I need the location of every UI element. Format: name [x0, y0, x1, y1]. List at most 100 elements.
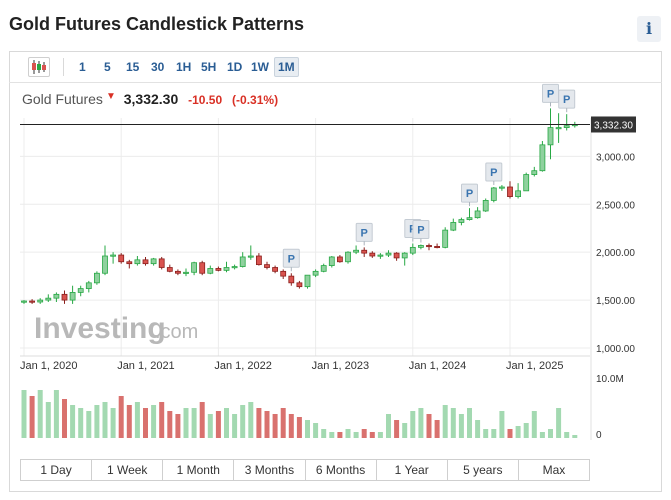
price-change: -10.50: [188, 93, 223, 107]
candle: [118, 253, 125, 264]
candle-body: [409, 246, 416, 254]
volume-bar: [102, 402, 108, 438]
range-1-week[interactable]: 1 Week: [92, 460, 164, 480]
candle: [434, 243, 441, 249]
volume-bar: [321, 429, 327, 438]
y-tick-label: 2,500.00: [596, 200, 635, 211]
grid-lines: [20, 118, 592, 440]
candle-body: [21, 300, 27, 303]
volume-bars: 10.0M 0: [21, 374, 624, 441]
last-price-badge-label: 3,332.30: [594, 120, 633, 131]
candle: [466, 208, 473, 221]
interval-30[interactable]: 30: [151, 60, 165, 74]
candle: [523, 172, 530, 192]
candle-body: [458, 219, 465, 223]
volume-bar: [224, 408, 229, 438]
candle-body: [94, 272, 100, 284]
volume-bar: [418, 408, 424, 438]
candle: [296, 280, 303, 289]
candle-body: [507, 186, 513, 197]
candle: [563, 114, 570, 131]
candle-body: [523, 174, 530, 192]
candle-body: [393, 252, 400, 259]
volume-bar: [280, 408, 286, 438]
volume-bar: [296, 417, 302, 438]
candle-body: [255, 255, 262, 266]
range-1-month[interactable]: 1 Month: [163, 460, 235, 480]
candle: [361, 247, 368, 257]
interval-1d[interactable]: 1D: [227, 60, 243, 74]
candle: [353, 245, 360, 255]
volume-bar: [126, 405, 132, 438]
volume-bar: [272, 414, 278, 438]
range-1-day[interactable]: 1 Day: [21, 460, 93, 480]
volume-zero-label: 0: [596, 430, 602, 441]
candle-body: [515, 190, 521, 197]
range-5-years[interactable]: 5 years: [448, 460, 519, 480]
range-1-year[interactable]: 1 Year: [377, 460, 448, 480]
candle: [320, 263, 327, 273]
volume-bar: [151, 405, 157, 438]
pattern-marker: P: [461, 183, 478, 207]
volume-bar: [45, 402, 51, 438]
x-tick-label: Jan 1, 2023: [312, 360, 370, 372]
candle-body: [466, 217, 473, 220]
candle-body: [239, 256, 246, 267]
interval-5[interactable]: 5: [104, 60, 111, 74]
volume-bar: [345, 429, 351, 438]
interval-1m[interactable]: 1M: [274, 57, 299, 77]
range-3-months[interactable]: 3 Months: [234, 460, 306, 480]
volume-bar: [337, 432, 343, 438]
volume-bar: [248, 402, 254, 438]
candlestick-icon[interactable]: [28, 57, 50, 77]
candle: [312, 269, 319, 278]
pattern-marker-label: P: [563, 94, 570, 106]
y-tick-label: 3,000.00: [596, 152, 635, 163]
volume-bar: [539, 432, 545, 438]
chart-frame: [9, 51, 662, 492]
volume-bar: [531, 411, 537, 438]
candle: [142, 256, 149, 266]
candle: [515, 183, 521, 199]
candle: [345, 251, 351, 264]
candle-body: [247, 255, 254, 258]
volume-bar: [548, 429, 553, 438]
x-tick-label: Jan 1, 2020: [20, 360, 78, 372]
pattern-marker: P: [412, 220, 430, 243]
candle-body: [296, 282, 303, 288]
volume-bar: [94, 405, 100, 438]
candle: [255, 253, 262, 266]
interval-1[interactable]: 1: [79, 60, 86, 74]
candle-body: [563, 125, 570, 128]
volume-bar: [191, 408, 197, 438]
range-6-months[interactable]: 6 Months: [306, 460, 377, 480]
interval-1w[interactable]: 1W: [251, 60, 269, 74]
interval-1h[interactable]: 1H: [176, 60, 192, 74]
candle-body: [312, 270, 319, 276]
candle: [507, 181, 513, 199]
interval-15[interactable]: 15: [126, 60, 140, 74]
pattern-marker-label: P: [288, 253, 295, 265]
volume-bar: [556, 408, 562, 438]
investing-watermark: Investing .com: [34, 312, 198, 345]
range-max[interactable]: Max: [542, 463, 566, 477]
candle: [288, 273, 295, 286]
candle-body: [166, 267, 173, 272]
interval-5h[interactable]: 5H: [201, 60, 217, 74]
candle: [239, 252, 246, 268]
candle: [21, 300, 27, 304]
candle: [393, 252, 400, 261]
candle: [401, 252, 408, 266]
candle: [336, 255, 343, 263]
y-tick-label: 1,500.00: [596, 296, 635, 307]
candle-body: [417, 245, 424, 248]
candle: [247, 245, 254, 260]
info-icon[interactable]: i: [637, 16, 661, 42]
candle-body: [61, 293, 68, 301]
instrument-name: Gold Futures: [22, 91, 103, 107]
y-tick-label: 2,000.00: [596, 248, 635, 259]
volume-bar: [491, 429, 497, 438]
pattern-marker-label: P: [490, 167, 497, 179]
pattern-marker-label: P: [547, 88, 554, 100]
